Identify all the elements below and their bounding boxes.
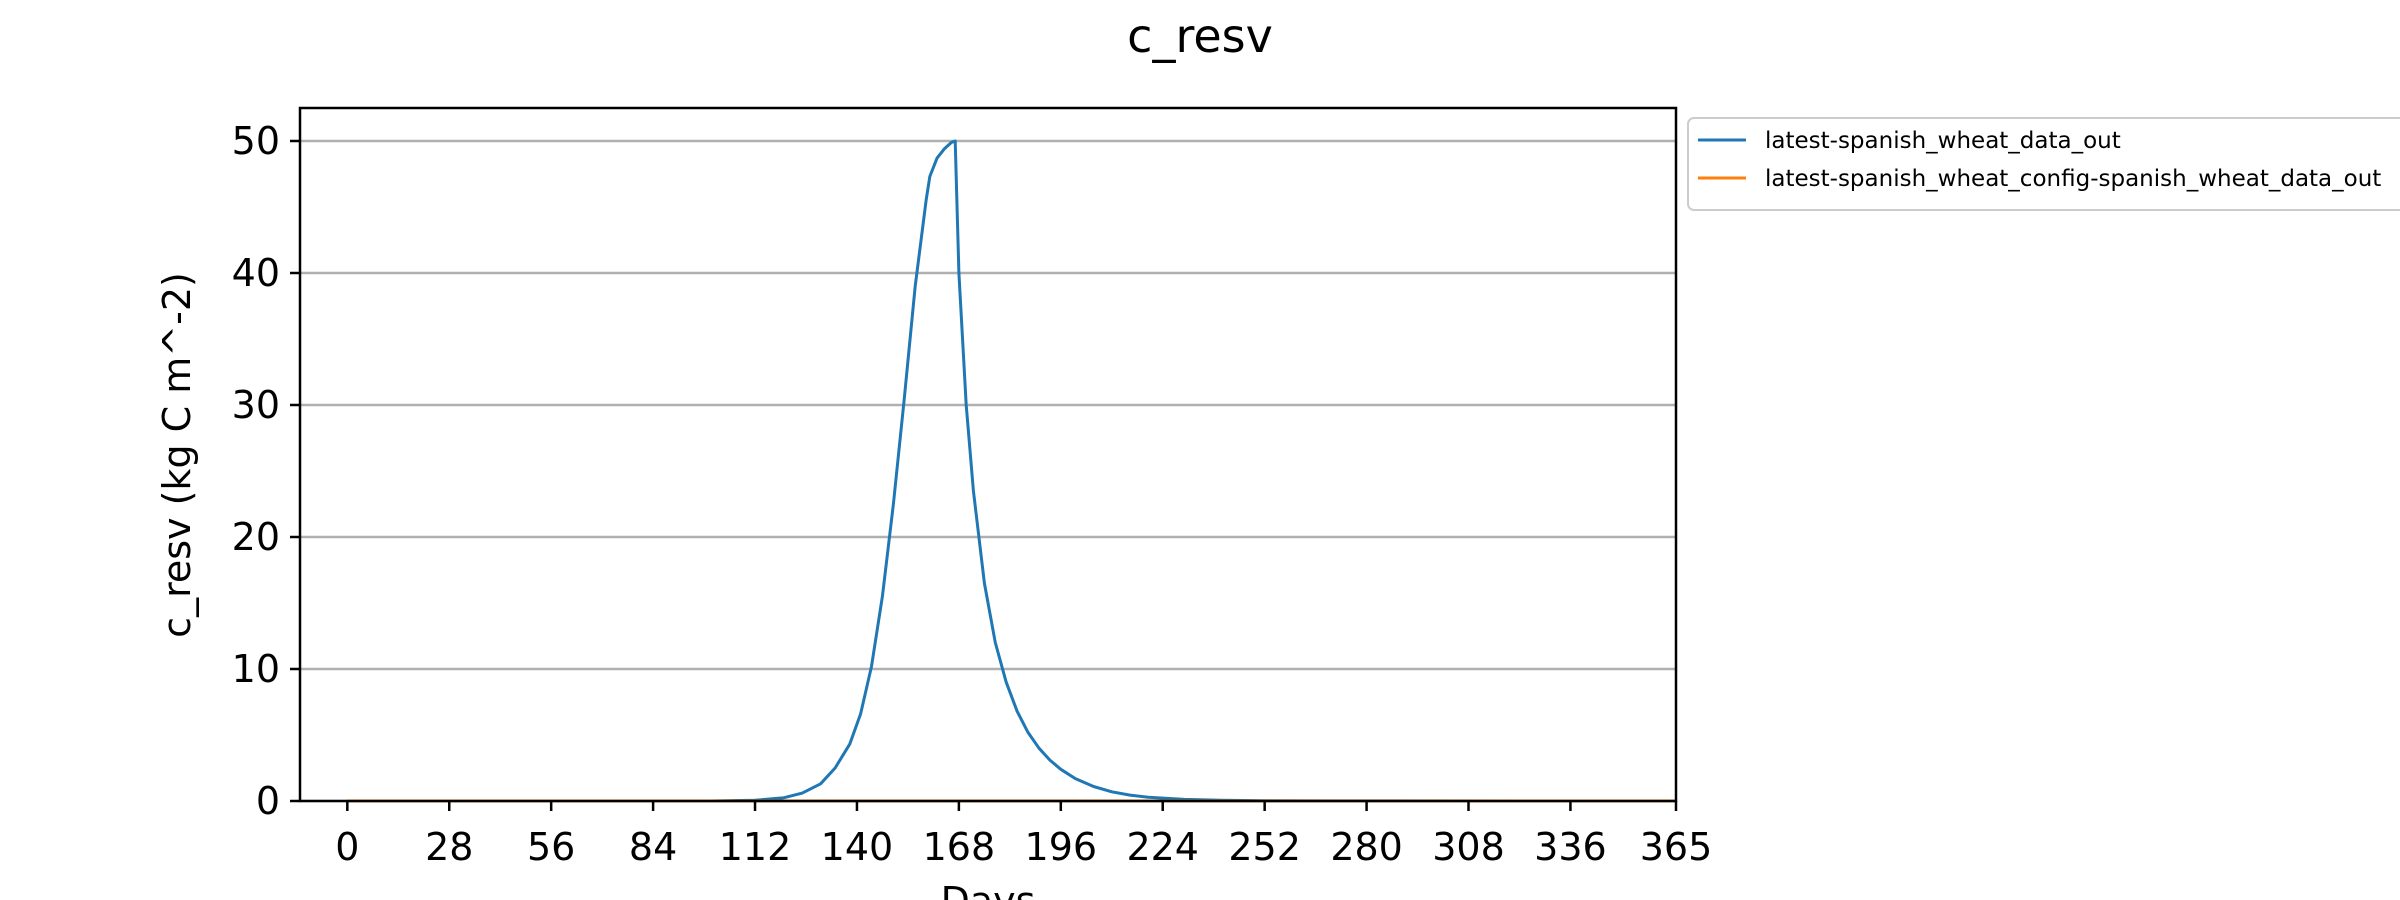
x-tick-label: 56	[527, 825, 575, 869]
x-tick-label: 196	[1025, 825, 1098, 869]
y-tick-label: 20	[232, 515, 280, 559]
legend-box	[1687, 117, 2400, 211]
x-tick-label: 140	[821, 825, 894, 869]
x-tick-label: 28	[425, 825, 473, 869]
x-tick-label: 0	[335, 825, 359, 869]
legend-label: latest-spanish_wheat_data_out	[1765, 128, 2121, 154]
chart-title: c_resv	[1127, 9, 1273, 63]
y-tick-label: 50	[232, 119, 280, 163]
x-axis-label: Days	[941, 879, 1036, 900]
y-tick-label: 40	[232, 251, 280, 295]
x-tick-label: 365	[1640, 825, 1713, 869]
legend-label: latest-spanish_wheat_config-spanish_whea…	[1765, 166, 2381, 192]
plot-frame	[298, 106, 1678, 803]
x-tick-label: 336	[1534, 825, 1607, 869]
x-tick-label: 280	[1330, 825, 1403, 869]
legend: latest-spanish_wheat_data_out latest-span…	[1687, 117, 2400, 211]
x-tick-label: 308	[1432, 825, 1505, 869]
x-tick-label: 168	[923, 825, 996, 869]
x-axis-ticks: 0 28 56 84 112 140 168 196 224 252 280 308 336 365	[335, 801, 1712, 869]
x-tick-label: 84	[629, 825, 677, 869]
grid-lines	[300, 139, 1676, 803]
series-line-1	[347, 139, 1677, 803]
y-axis-label: c_resv (kg C m^-2)	[155, 272, 199, 638]
y-tick-label: 0	[256, 779, 280, 823]
plot-series	[347, 139, 1677, 803]
x-tick-label: 224	[1126, 825, 1199, 869]
x-tick-label: 112	[719, 825, 792, 869]
y-tick-label: 10	[232, 647, 280, 691]
y-axis-ticks: 0 10 20 30 40 50	[232, 119, 300, 823]
x-tick-label: 252	[1228, 825, 1301, 869]
y-tick-label: 30	[232, 383, 280, 427]
